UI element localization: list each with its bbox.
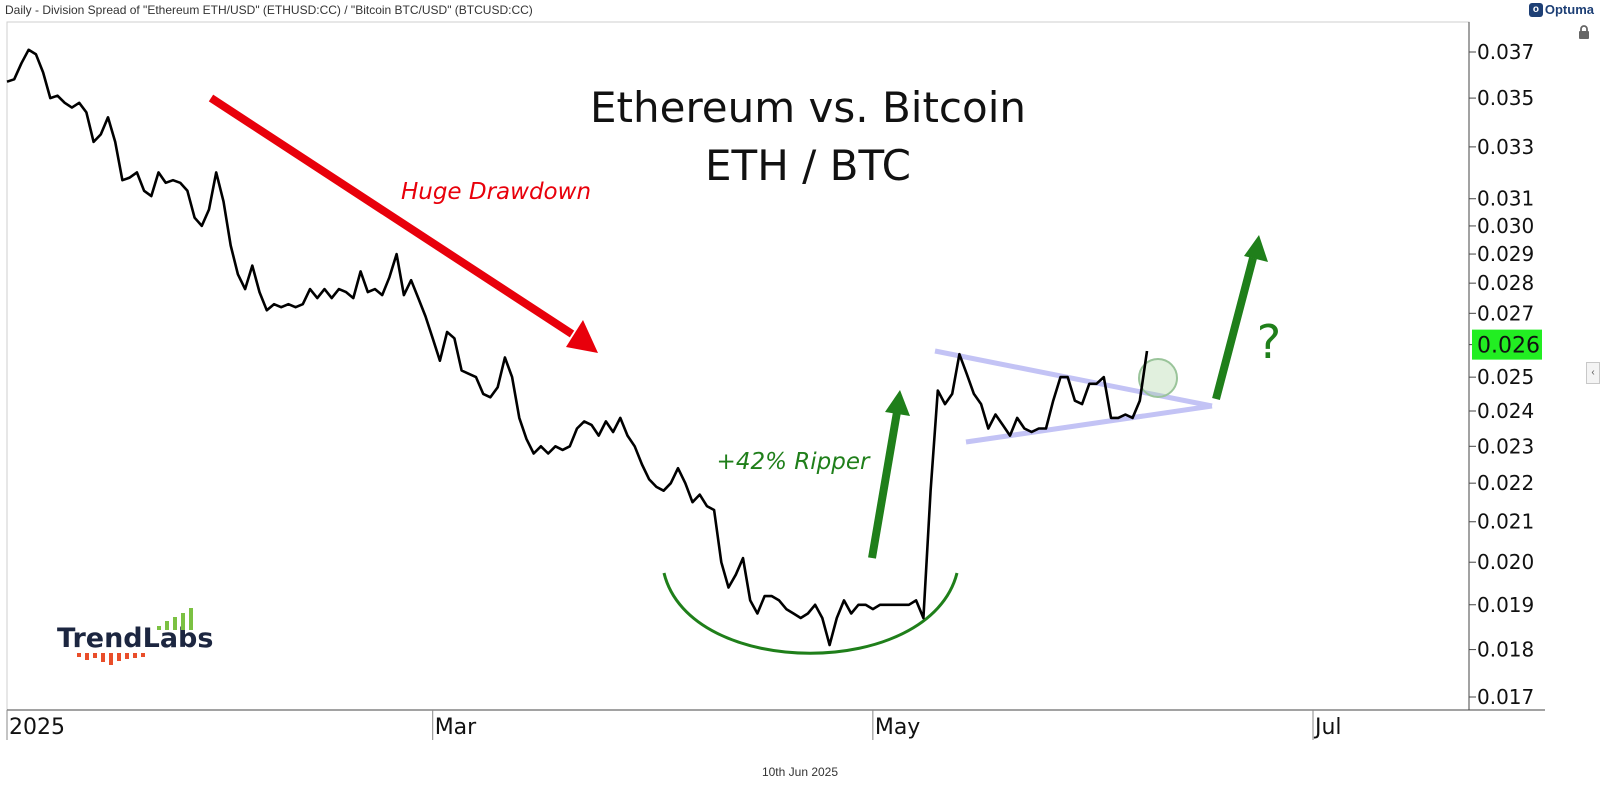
drawdown-arrow xyxy=(208,94,598,353)
x-tick-label: Jul xyxy=(1313,715,1342,740)
breakout-arrow xyxy=(1212,235,1268,401)
annotation-question: ? xyxy=(1257,315,1281,369)
y-tick-label: 0.019 xyxy=(1477,593,1534,617)
y-tick-label: 0.035 xyxy=(1477,86,1534,110)
chart-description: Daily - Division Spread of "Ethereum ETH… xyxy=(5,3,533,17)
brand: o Optuma xyxy=(1528,2,1594,17)
eth-btc-price-line xyxy=(6,48,1149,647)
logo-green-bars-icon xyxy=(157,608,193,630)
breakout-highlight-circle xyxy=(1138,358,1178,398)
y-axis-ticks: 0.017 0.018 0.019 0.020 0.021 0.022 0.023 0.024… xyxy=(1469,40,1534,709)
y-tick-label: 0.027 xyxy=(1477,301,1534,325)
x-axis-ticks: 2025 Mar May Jul xyxy=(6,710,1342,740)
x-tick-label: 2025 xyxy=(9,715,65,740)
footer-date: 10th Jun 2025 xyxy=(761,765,839,779)
annotation-ripper: +42% Ripper xyxy=(717,449,871,475)
y-tick-label: 0.020 xyxy=(1477,550,1534,574)
last-value-badge xyxy=(1472,329,1542,360)
lock-icon[interactable] xyxy=(1576,24,1592,40)
chart-title: Ethereum vs. Bitcoin xyxy=(590,83,1026,132)
y-tick-label: 0.022 xyxy=(1477,471,1534,495)
y-tick-label: 0.023 xyxy=(1477,434,1534,458)
x-tick-label: May xyxy=(875,715,920,740)
logo-red-bars-icon xyxy=(77,653,145,665)
ripper-arrow xyxy=(868,390,910,559)
y-tick-label: 0.033 xyxy=(1477,135,1534,159)
y-tick-label: 0.024 xyxy=(1477,399,1534,423)
x-tick-label: Mar xyxy=(435,715,477,740)
y-tick-label: 0.021 xyxy=(1477,510,1534,534)
annotation-huge-drawdown: Huge Drawdown xyxy=(401,179,591,205)
triangle-pattern xyxy=(934,348,1213,445)
y-tick-label: 0.030 xyxy=(1477,214,1534,238)
y-tick-label: 0.031 xyxy=(1477,187,1534,211)
y-tick-label: 0.028 xyxy=(1477,271,1534,295)
brand-name: Optuma xyxy=(1544,2,1594,17)
trendlabs-logo: TrendLabs xyxy=(57,608,213,665)
last-value-label: 0.026 xyxy=(1477,334,1540,359)
y-tick-label: 0.037 xyxy=(1477,40,1534,64)
y-tick-label: 0.025 xyxy=(1477,365,1534,389)
y-tick-label: 0.017 xyxy=(1477,685,1534,709)
logo-text: TrendLabs xyxy=(57,623,213,654)
y-tick-label: 0.029 xyxy=(1477,242,1534,266)
y-tick-label: 0.018 xyxy=(1477,638,1534,662)
rounding-bottom-arc xyxy=(662,572,959,655)
optuma-logo-icon: o xyxy=(1528,2,1543,17)
chart-subtitle: ETH / BTC xyxy=(705,141,911,190)
